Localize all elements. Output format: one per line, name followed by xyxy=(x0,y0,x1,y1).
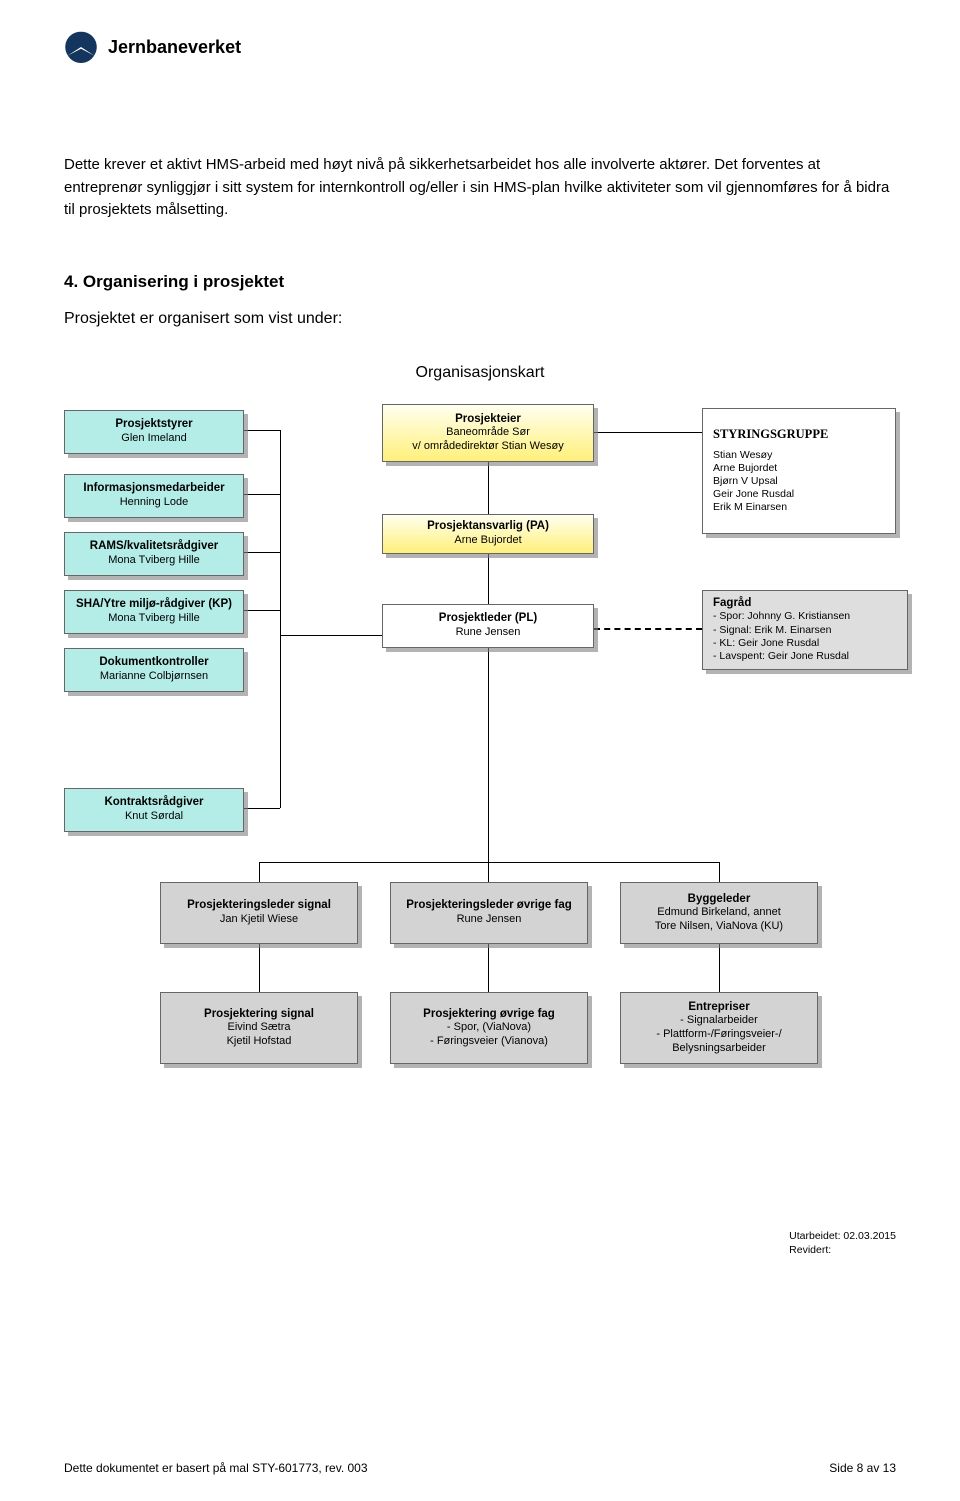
member: Arne Bujordet xyxy=(713,462,885,475)
meta-revised: Revidert: xyxy=(789,1244,896,1258)
box-sub: Eivind Sætra xyxy=(167,1021,351,1035)
box-title: Byggeleder xyxy=(627,892,811,906)
item: - Spor: Johnny G. Kristiansen xyxy=(713,610,897,623)
item: - Lavspent: Geir Jone Rusdal xyxy=(713,650,897,663)
box-title: Kontraktsrådgiver xyxy=(71,795,237,809)
box-title: SHA/Ytre miljø-rådgiver (KP) xyxy=(71,597,237,611)
box-prosjekteringsleder-signal: Prosjekteringsleder signal Jan Kjetil Wi… xyxy=(160,882,358,944)
box-title: Prosjekteringsleder signal xyxy=(167,898,351,912)
box-prosjektansvarlig: Prosjektansvarlig (PA) Arne Bujordet xyxy=(382,514,594,554)
footer-left: Dette dokumentet er basert på mal STY-60… xyxy=(64,1461,368,1475)
box-sub: v/ områdedirektør Stian Wesøy xyxy=(389,440,587,454)
intro-paragraph: Dette krever et aktivt HMS-arbeid med hø… xyxy=(64,154,896,222)
box-sub: Marianne Colbjørnsen xyxy=(71,670,237,684)
logo-text: Jernbaneverket xyxy=(108,37,241,58)
box-sub: Henning Lode xyxy=(71,496,237,510)
box-title: Prosjektansvarlig (PA) xyxy=(389,519,587,533)
box-title: Prosjektleder (PL) xyxy=(389,611,587,625)
box-sub: Baneområde Sør xyxy=(389,426,587,440)
box-sub: Belysningsarbeider xyxy=(627,1042,811,1056)
box-sub: Mona Tviberg Hille xyxy=(71,612,237,626)
box-title: Entrepriser xyxy=(627,1000,811,1014)
box-styringsgruppe: STYRINGSGRUPPE Stian Wesøy Arne Bujordet… xyxy=(702,408,896,534)
box-prosjektering-ovrige: Prosjektering øvrige fag - Spor, (ViaNov… xyxy=(390,992,588,1064)
member: Stian Wesøy xyxy=(713,449,885,462)
item: - KL: Geir Jone Rusdal xyxy=(713,637,897,650)
box-prosjektering-signal: Prosjektering signal Eivind Sætra Kjetil… xyxy=(160,992,358,1064)
box-kontraktsradgiver: Kontraktsrådgiver Knut Sørdal xyxy=(64,788,244,832)
box-title: Fagråd xyxy=(713,596,897,610)
box-title: RAMS/kvalitetsrådgiver xyxy=(71,539,237,553)
section-heading: 4. Organisering i prosjektet xyxy=(64,272,896,292)
org-chart: Prosjektstyrer Glen Imeland Informasjons… xyxy=(64,400,896,1120)
box-title: Prosjekteier xyxy=(389,412,587,426)
box-sub: Glen Imeland xyxy=(71,432,237,446)
box-prosjekteringsleder-ovrige: Prosjekteringsleder øvrige fag Rune Jens… xyxy=(390,882,588,944)
box-byggeleder: Byggeleder Edmund Birkeland, annet Tore … xyxy=(620,882,818,944)
box-sha: SHA/Ytre miljø-rådgiver (KP) Mona Tviber… xyxy=(64,590,244,634)
member: Geir Jone Rusdal xyxy=(713,488,885,501)
page-footer: Dette dokumentet er basert på mal STY-60… xyxy=(64,1461,896,1475)
box-sub: Kjetil Hofstad xyxy=(167,1035,351,1049)
chart-title: Organisasjonskart xyxy=(64,364,896,382)
box-informasjonsmedarbeider: Informasjonsmedarbeider Henning Lode xyxy=(64,474,244,518)
box-title: Informasjonsmedarbeider xyxy=(71,481,237,495)
box-entrepriser: Entrepriser - Signalarbeider - Plattform… xyxy=(620,992,818,1064)
box-sub: Knut Sørdal xyxy=(71,810,237,824)
box-sub: Tore Nilsen, ViaNova (KU) xyxy=(627,920,811,934)
section-subtext: Prosjektet er organisert som vist under: xyxy=(64,310,896,328)
box-sub: - Plattform-/Føringsveier-/ xyxy=(627,1028,811,1042)
box-sub: Rune Jensen xyxy=(397,913,581,927)
logo-area: Jernbaneverket xyxy=(64,30,896,64)
box-title: Prosjekteringsleder øvrige fag xyxy=(397,898,581,912)
footer-right: Side 8 av 13 xyxy=(829,1461,896,1475)
box-title: Prosjektstyrer xyxy=(71,417,237,431)
box-rams: RAMS/kvalitetsrådgiver Mona Tviberg Hill… xyxy=(64,532,244,576)
box-title: Prosjektering øvrige fag xyxy=(397,1007,581,1021)
box-sub: - Føringsveier (Vianova) xyxy=(397,1035,581,1049)
box-fagrad: Fagråd - Spor: Johnny G. Kristiansen - S… xyxy=(702,590,908,670)
box-title: STYRINGSGRUPPE xyxy=(713,427,885,443)
box-prosjekteier: Prosjekteier Baneområde Sør v/ områdedir… xyxy=(382,404,594,462)
box-title: Dokumentkontroller xyxy=(71,655,237,669)
box-dokumentkontroller: Dokumentkontroller Marianne Colbjørnsen xyxy=(64,648,244,692)
box-prosjektstyrer: Prosjektstyrer Glen Imeland xyxy=(64,410,244,454)
box-title: Prosjektering signal xyxy=(167,1007,351,1021)
box-sub: Arne Bujordet xyxy=(389,534,587,548)
meta-created: Utarbeidet: 02.03.2015 xyxy=(789,1230,896,1244)
box-sub: Mona Tviberg Hille xyxy=(71,554,237,568)
box-prosjektleder: Prosjektleder (PL) Rune Jensen xyxy=(382,604,594,648)
member: Bjørn V Upsal xyxy=(713,475,885,488)
box-sub: Jan Kjetil Wiese xyxy=(167,913,351,927)
box-sub: Edmund Birkeland, annet xyxy=(627,906,811,920)
box-sub: - Spor, (ViaNova) xyxy=(397,1021,581,1035)
meta-block: Utarbeidet: 02.03.2015 Revidert: xyxy=(789,1230,896,1257)
member: Erik M Einarsen xyxy=(713,501,885,514)
box-sub: Rune Jensen xyxy=(389,626,587,640)
item: - Signal: Erik M. Einarsen xyxy=(713,624,897,637)
box-sub: - Signalarbeider xyxy=(627,1014,811,1028)
jernbaneverket-logo-icon xyxy=(64,30,98,64)
